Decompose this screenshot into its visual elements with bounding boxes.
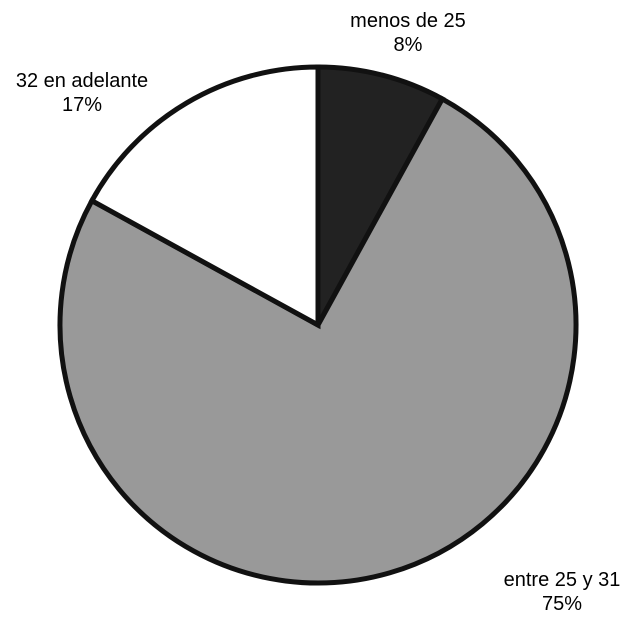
pie-slice-32-en-adelante [88,64,321,330]
pie-slice-entre-25-y-31 [57,95,579,586]
slices-layer [57,64,579,586]
slice-label: 32 en adelante [16,70,148,92]
slice-percent-label: 17% [62,94,102,116]
slice-label: entre 25 y 31 [504,569,621,591]
slice-percent-label: 8% [394,34,423,56]
pie-slice-menos-de-25 [315,64,446,327]
slice-percent-label: 75% [542,593,582,615]
slice-label: menos de 25 [350,10,466,32]
